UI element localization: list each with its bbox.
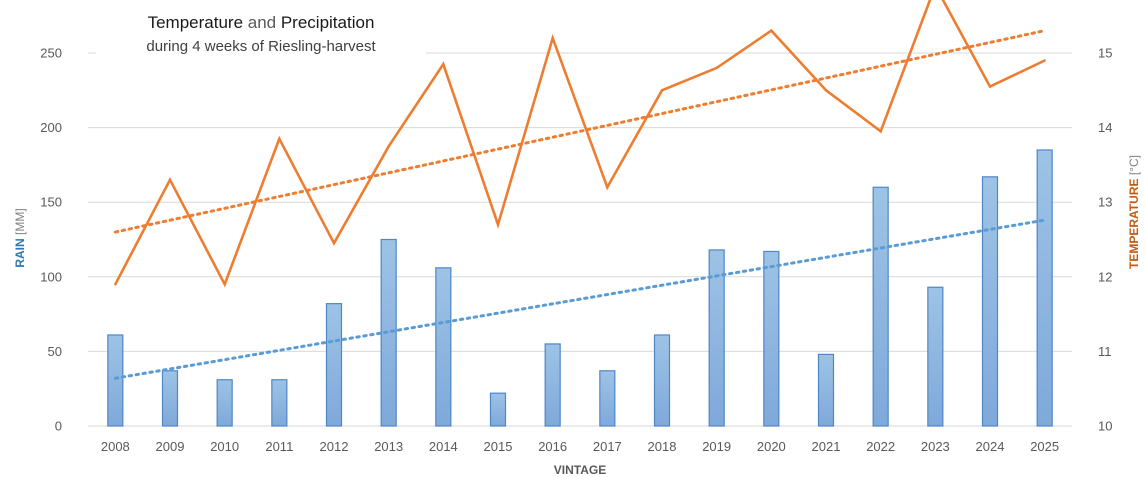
rain-bar [489,392,507,427]
x-tick-label: 2017 [593,439,622,454]
rain-bars [107,149,1053,427]
right-tick-label: 10 [1098,419,1112,434]
left-tick-label: 50 [48,344,62,359]
temperature-point [442,62,445,66]
left-tick-label: 200 [40,120,62,135]
left-tick-label: 250 [40,46,62,61]
rain-bar [708,249,725,427]
x-tick-label: 2023 [921,439,950,454]
x-tick-label: 2021 [812,439,841,454]
title-precipitation: Precipitation [280,13,375,32]
temperature-point [660,89,664,92]
rain-bar [817,353,835,427]
chart-title-box: Temperature and Precipitation during 4 w… [96,4,426,66]
temperature-point [770,29,773,32]
rain-bar [927,286,944,427]
temperature-point [879,130,882,133]
rain-bar [763,250,780,427]
temperature-point [551,36,554,40]
x-tick-label: 2019 [702,439,731,454]
rain-bar [435,267,452,427]
x-tick-label: 2020 [757,439,786,454]
right-axis-title-bold: TEMPERATURE [1127,179,1141,269]
trendlines [113,29,1047,380]
x-axis-ticks: 2008 2009 2010 2011 2012 2013 2014 2015 2016 2017… [101,439,1059,454]
left-axis-title: RAIN [MM] [13,208,27,267]
right-axis-title-unit: [°C] [1127,155,1141,178]
temperature-point [332,242,336,245]
x-tick-label: 2016 [538,439,567,454]
chart-title: Temperature and Precipitation [96,10,426,36]
temperature-point [168,178,172,182]
rain-bar [599,370,616,427]
right-axis-ticks: 10 11 12 13 14 15 [1098,46,1112,434]
temperature-point [988,85,992,88]
temperature-point [496,223,500,226]
temperature-point [715,66,718,70]
right-axis-title: TEMPERATURE [°C] [1127,155,1141,269]
rain-bar [872,186,889,427]
left-tick-label: 150 [40,195,62,210]
rain-bar [1036,149,1053,427]
rain-bar [653,334,671,427]
chart-subtitle: during 4 weeks of Riesling-harvest [146,38,376,55]
temperature-line [114,0,1046,288]
rain-bar [216,379,233,427]
left-axis-title-unit: [MM] [13,208,27,238]
right-tick-label: 15 [1098,46,1112,61]
title-connector: and [243,13,281,32]
x-tick-label: 2018 [648,439,677,454]
rain-bar [544,343,561,427]
x-tick-label: 2009 [156,439,185,454]
right-tick-label: 11 [1098,344,1112,359]
temperature-point [278,137,281,140]
temperature-point [824,89,828,92]
x-axis-title: VINTAGE [554,463,606,477]
left-axis-title-bold: RAIN [13,238,27,267]
temperature-point [387,145,390,148]
left-tick-label: 0 [55,419,62,434]
temperature-point [1043,59,1046,62]
rain-bar [981,176,999,427]
rain-trendline [113,218,1047,380]
x-tick-label: 2008 [101,439,130,454]
rain-bar [271,379,288,427]
x-tick-label: 2025 [1030,439,1059,454]
x-tick-label: 2022 [866,439,895,454]
temperature-point [606,186,609,189]
rain-bar [161,370,179,427]
rain-bar [325,303,343,427]
temperature-point [114,283,117,286]
x-tick-label: 2010 [210,439,239,454]
x-tick-label: 2012 [320,439,349,454]
temperature-point [223,283,226,286]
rain-bar [107,334,124,427]
left-axis-ticks: 0 50 100 150 200 250 [40,46,62,434]
right-tick-label: 14 [1098,120,1112,135]
x-tick-label: 2014 [429,439,458,454]
right-tick-label: 13 [1098,195,1112,210]
temperature-trendline [113,29,1047,234]
temperature-line-group [114,0,1046,288]
right-tick-label: 12 [1098,269,1112,284]
title-temperature: Temperature [147,13,244,32]
x-tick-label: 2013 [374,439,403,454]
x-tick-label: 2011 [265,439,293,454]
left-tick-label: 100 [40,269,62,284]
x-tick-label: 2024 [976,439,1005,454]
x-tick-label: 2015 [484,439,513,454]
